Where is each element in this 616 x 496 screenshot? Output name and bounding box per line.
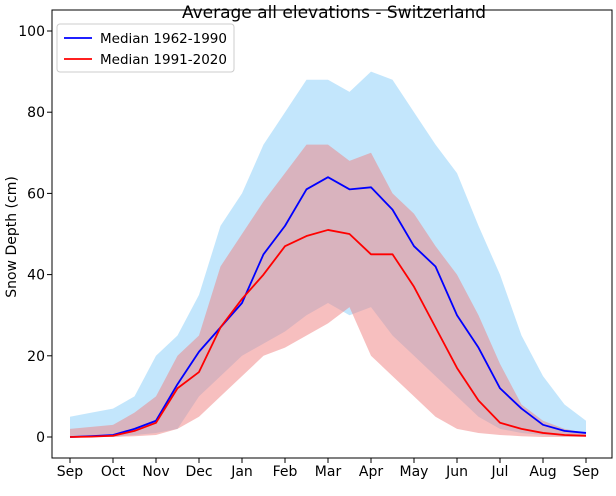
x-tick-label: Aug — [529, 464, 556, 480]
legend-label-1991-2020: Median 1991-2020 — [100, 52, 227, 68]
x-tick-label: Nov — [142, 464, 169, 480]
y-tick-label: 40 — [27, 268, 45, 284]
plot-frame — [51, 9, 613, 459]
legend: Median 1962-1990 Median 1991-2020 — [56, 23, 235, 73]
x-tick-label: Sep — [57, 464, 84, 480]
legend-label-1962-1990: Median 1962-1990 — [100, 31, 227, 47]
x-tick-label: Oct — [101, 464, 126, 480]
x-tick-label: Jun — [445, 464, 468, 480]
x-tick-label: Mar — [315, 464, 342, 480]
y-axis-label: Snow Depth (cm) — [4, 176, 20, 298]
x-tick-label: Dec — [185, 464, 212, 480]
x-tick-label: Feb — [273, 464, 298, 480]
chart-title: Average all elevations - Switzerland — [182, 3, 486, 23]
line-median-1991-2020 — [69, 229, 587, 438]
y-tick-label: 0 — [36, 430, 45, 446]
x-tick-label: Apr — [359, 464, 383, 480]
y-tick-label: 60 — [27, 186, 45, 202]
line-median-1962-1990 — [69, 176, 587, 438]
x-tick-label: Jan — [230, 464, 253, 480]
y-tick-label: 100 — [18, 24, 45, 40]
legend-box — [56, 23, 235, 73]
y-tick-label: 20 — [27, 349, 45, 365]
band-median-1991-2020 — [70, 144, 586, 437]
x-tick-label: Sep — [573, 464, 600, 480]
y-tick-label: 80 — [27, 105, 45, 121]
x-tick-label: May — [400, 464, 429, 480]
x-tick-label: Jul — [491, 464, 509, 480]
